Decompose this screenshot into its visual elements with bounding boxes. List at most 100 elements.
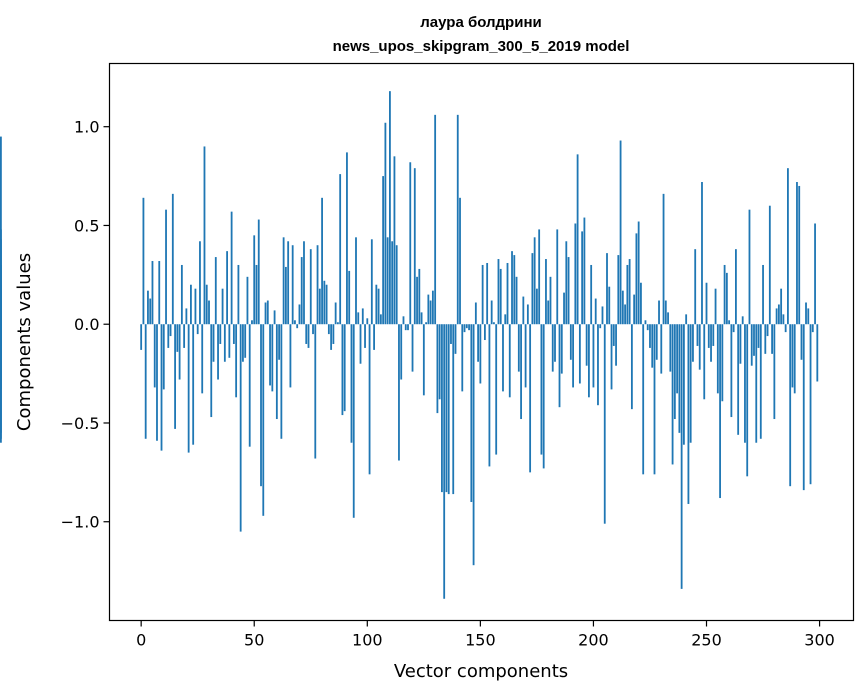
bar-116 bbox=[402, 316, 405, 325]
bar-10 bbox=[162, 324, 165, 390]
bar-71 bbox=[300, 257, 303, 325]
plot-frame bbox=[108, 62, 855, 622]
bars-group bbox=[0, 91, 819, 599]
bar-210 bbox=[615, 324, 617, 366]
bar-190 bbox=[569, 324, 572, 360]
bar-291 bbox=[798, 185, 801, 325]
bar-65 bbox=[287, 241, 290, 325]
bar-195 bbox=[581, 231, 584, 325]
bar-188 bbox=[565, 241, 568, 325]
bar-99 bbox=[364, 324, 366, 348]
bar-120 bbox=[411, 324, 414, 372]
bar-216 bbox=[628, 259, 631, 325]
bar-undefined bbox=[0, 324, 2, 346]
bar-170 bbox=[524, 324, 527, 388]
bar-62 bbox=[280, 324, 283, 439]
bar-undefined bbox=[0, 239, 2, 325]
bar-211 bbox=[617, 255, 620, 325]
bar-136 bbox=[447, 324, 450, 495]
bar-183 bbox=[554, 324, 556, 362]
bar-277 bbox=[766, 324, 769, 337]
bar-197 bbox=[585, 324, 588, 366]
bar-267 bbox=[744, 324, 746, 443]
bar-177 bbox=[540, 324, 543, 455]
bar-59 bbox=[273, 310, 276, 325]
bar-200 bbox=[592, 324, 595, 388]
bar-238 bbox=[678, 324, 681, 433]
bar-72 bbox=[303, 241, 305, 325]
bar-259 bbox=[725, 272, 728, 325]
bar-156 bbox=[493, 322, 495, 325]
bar-112 bbox=[393, 156, 396, 325]
bar-95 bbox=[355, 237, 357, 325]
bar-53 bbox=[260, 324, 262, 487]
bar-37 bbox=[223, 324, 226, 362]
bar-24 bbox=[194, 288, 197, 325]
bar-50 bbox=[253, 235, 256, 325]
bar-91 bbox=[346, 152, 348, 325]
bar-221 bbox=[640, 282, 642, 325]
bar-202 bbox=[597, 324, 599, 406]
bar-128 bbox=[429, 300, 432, 325]
bar-33 bbox=[214, 257, 217, 325]
bar-17 bbox=[178, 324, 181, 380]
bar-132 bbox=[438, 324, 441, 400]
bar-101 bbox=[368, 324, 371, 475]
bar-125 bbox=[422, 324, 425, 396]
bar-143 bbox=[463, 324, 466, 333]
x-ticks-group: 0 50 100 150 200 250 300 bbox=[136, 620, 835, 650]
bar-29 bbox=[205, 284, 208, 325]
bar-133 bbox=[441, 324, 443, 493]
bar-30 bbox=[208, 300, 210, 325]
bar-96 bbox=[357, 312, 360, 325]
bar-178 bbox=[542, 324, 545, 469]
x-tick-label: 150 bbox=[465, 631, 496, 650]
bar-undefined bbox=[0, 324, 2, 439]
bar-144 bbox=[465, 324, 468, 329]
bar-204 bbox=[601, 306, 604, 325]
bar-237 bbox=[676, 324, 679, 394]
bar-193 bbox=[576, 154, 579, 325]
bar-198 bbox=[588, 324, 590, 398]
bar-260 bbox=[728, 320, 731, 325]
bar-57 bbox=[269, 324, 271, 386]
bar-44 bbox=[239, 324, 242, 532]
bar-51 bbox=[255, 264, 258, 325]
bar-78 bbox=[316, 245, 319, 325]
bar-189 bbox=[567, 257, 570, 325]
bar-282 bbox=[777, 304, 780, 325]
x-tick-label: 250 bbox=[691, 631, 722, 650]
bar-182 bbox=[551, 324, 554, 372]
bar-256 bbox=[719, 324, 721, 499]
bar-286 bbox=[787, 168, 789, 325]
bar-196 bbox=[583, 217, 586, 325]
bar-124 bbox=[420, 312, 423, 325]
bar-154 bbox=[488, 324, 491, 467]
bar-undefined bbox=[0, 316, 2, 325]
bar-296 bbox=[809, 324, 812, 485]
bar-289 bbox=[793, 324, 796, 394]
x-tick-label: 0 bbox=[136, 631, 146, 650]
bar-11 bbox=[165, 209, 167, 325]
bar-244 bbox=[692, 324, 694, 362]
bar-7 bbox=[156, 324, 158, 441]
bar-162 bbox=[506, 262, 509, 325]
bar-184 bbox=[556, 229, 559, 325]
bar-255 bbox=[716, 324, 719, 394]
bar-251 bbox=[707, 324, 710, 348]
bar-88 bbox=[339, 174, 342, 325]
bar-272 bbox=[755, 324, 758, 443]
bar-250 bbox=[705, 282, 708, 325]
bar-134 bbox=[443, 324, 446, 599]
bar-149 bbox=[477, 324, 480, 362]
bar-4 bbox=[149, 298, 152, 325]
bar-147 bbox=[472, 324, 475, 566]
bar-130 bbox=[434, 114, 437, 325]
bar-61 bbox=[278, 324, 281, 360]
bar-138 bbox=[452, 324, 455, 495]
bar-66 bbox=[289, 324, 292, 388]
bar-84 bbox=[330, 324, 333, 350]
bar-240 bbox=[682, 324, 685, 445]
bar-52 bbox=[257, 219, 260, 325]
